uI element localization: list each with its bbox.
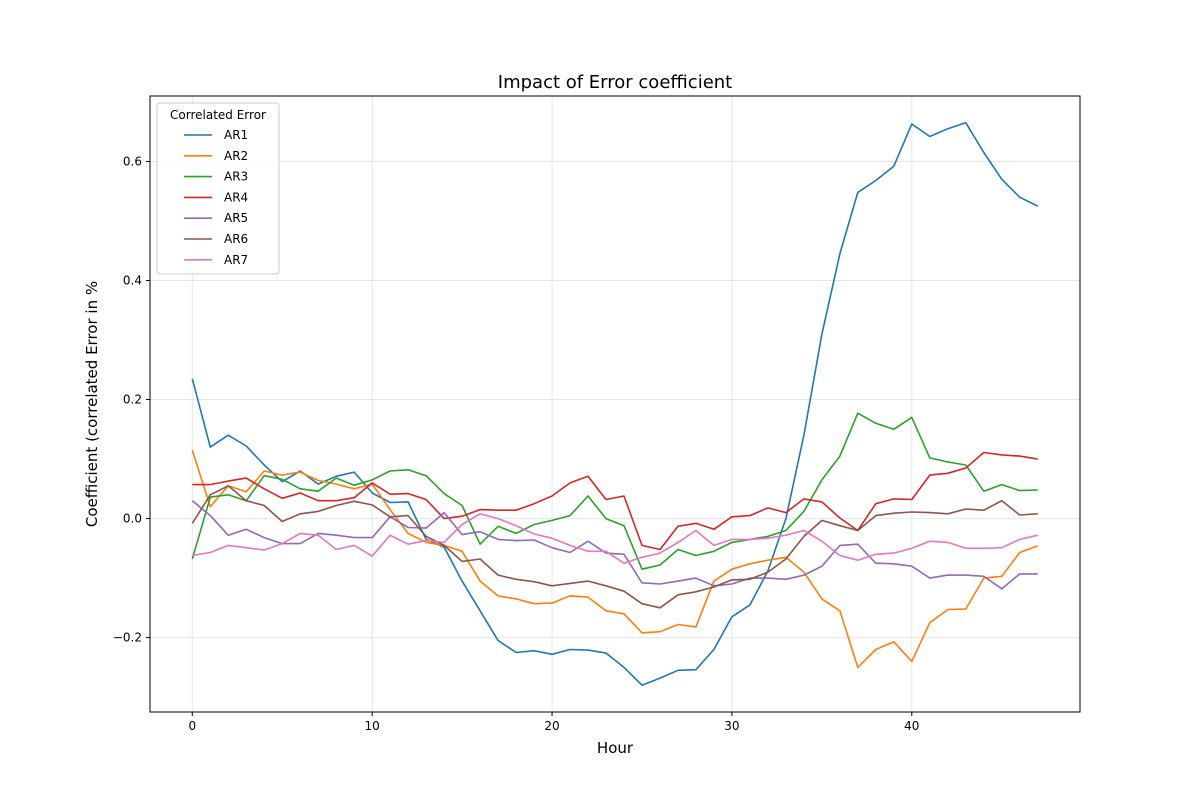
y-axis-ticks: −0.2 0.0 0.2 0.4 0.6 [113, 154, 150, 645]
legend-label-ar5: AR5 [224, 211, 248, 225]
y-tick-label: 0.0 [123, 512, 142, 526]
x-axis-label: Hour [597, 739, 634, 757]
x-tick-label: 20 [544, 719, 559, 733]
legend-label-ar7: AR7 [224, 253, 248, 267]
x-tick-label: 0 [188, 719, 196, 733]
plot-frame [149, 95, 1081, 713]
legend-label-ar1: AR1 [224, 128, 248, 142]
series-line-ar4 [192, 451, 1038, 551]
grid [150, 96, 1080, 712]
series-line-ar1 [191, 122, 1039, 687]
legend-title: Correlated Error [170, 108, 266, 122]
y-tick-label: 0.2 [123, 393, 142, 407]
series-line-ar5 [191, 500, 1038, 590]
y-tick-label: 0.6 [123, 154, 142, 168]
x-axis-ticks: 0 10 20 30 40 [188, 712, 919, 733]
series-line-ar7 [192, 512, 1038, 565]
series-lines [191, 122, 1039, 687]
y-axis-label: Coefficient (correlated Error in % [83, 281, 101, 527]
legend-box [156, 102, 280, 275]
series-line-ar3 [191, 412, 1038, 571]
chart-title: Impact of Error coefficient [498, 72, 732, 93]
x-tick-label: 10 [365, 719, 380, 733]
series-line-ar6 [191, 484, 1038, 609]
legend-label-ar2: AR2 [224, 149, 248, 163]
x-tick-label: 30 [724, 719, 739, 733]
legend-label-ar3: AR3 [224, 170, 248, 184]
y-tick-label: −0.2 [113, 631, 142, 645]
series-line-ar2 [191, 449, 1038, 669]
legend: Correlated Error AR1 AR2 AR3 AR4 AR5 AR6 AR7 [156, 102, 280, 275]
legend-label-ar6: AR6 [224, 232, 248, 246]
legend-label-ar4: AR4 [224, 190, 248, 204]
x-tick-label: 40 [904, 719, 919, 733]
y-tick-label: 0.4 [123, 274, 142, 288]
